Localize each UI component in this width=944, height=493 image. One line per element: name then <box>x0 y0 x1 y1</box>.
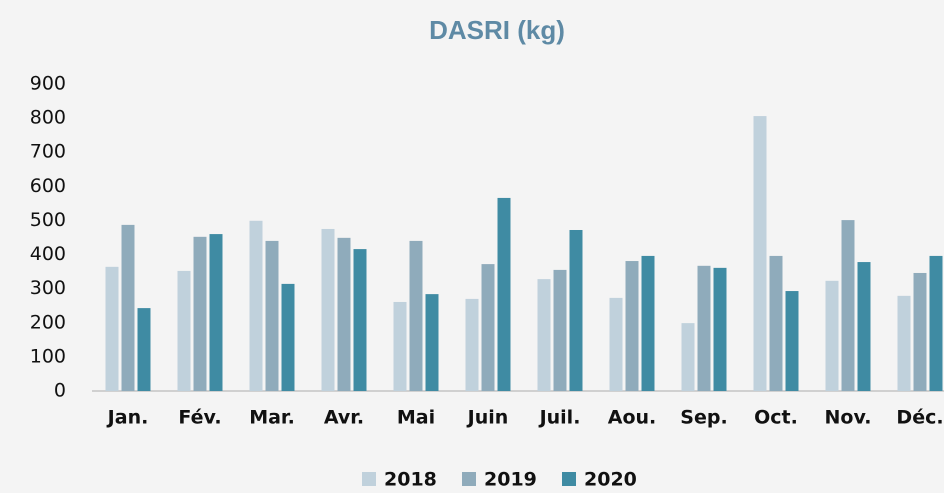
bar <box>753 116 767 391</box>
bar <box>137 308 151 391</box>
x-tick-label: Mar. <box>249 407 295 429</box>
legend-swatch <box>362 472 376 486</box>
bar <box>625 261 639 391</box>
bar <box>825 280 839 391</box>
y-tick-label: 900 <box>30 73 66 95</box>
bar <box>353 249 367 391</box>
legend-label: 2020 <box>584 469 637 491</box>
legend-label: 2018 <box>384 469 437 491</box>
x-tick-label: Fév. <box>178 407 221 429</box>
x-tick-label: Sep. <box>680 407 727 429</box>
y-tick-label: 800 <box>30 107 66 129</box>
bar <box>465 298 479 391</box>
bar <box>785 291 799 391</box>
bar <box>337 237 351 391</box>
bar <box>497 197 511 391</box>
x-tick-label: Jan. <box>106 407 149 429</box>
bar <box>409 240 423 391</box>
x-tick-label: Juin <box>466 407 509 429</box>
y-tick-label: 0 <box>54 380 66 402</box>
bar <box>913 272 927 391</box>
x-tick-label: Oct. <box>754 407 798 429</box>
x-tick-label: Avr. <box>324 407 364 429</box>
y-tick-label: 400 <box>30 243 66 265</box>
x-tick-label: Nov. <box>824 407 871 429</box>
bar <box>281 283 295 391</box>
y-tick-label: 700 <box>30 141 66 163</box>
bar <box>105 266 119 391</box>
bar <box>713 267 727 391</box>
x-tick-label: Déc. <box>896 407 943 429</box>
bar <box>553 269 567 391</box>
bar <box>393 301 407 391</box>
bar <box>209 234 223 391</box>
bar <box>177 270 191 391</box>
bar <box>641 255 655 391</box>
bar <box>897 295 911 391</box>
y-tick-label: 600 <box>30 175 66 197</box>
bar <box>321 228 335 391</box>
x-tick-label: Mai <box>397 407 435 429</box>
x-tick-label: Aou. <box>608 407 657 429</box>
bar <box>193 236 207 391</box>
bar <box>681 323 695 391</box>
chart-title: DASRI (kg) <box>429 15 565 45</box>
y-tick-label: 200 <box>30 311 66 333</box>
bar <box>121 224 135 391</box>
y-tick-label: 300 <box>30 277 66 299</box>
y-tick-label: 500 <box>30 209 66 231</box>
bar <box>249 220 263 391</box>
bar <box>609 297 623 391</box>
bar <box>841 220 855 391</box>
bar <box>425 294 439 391</box>
bar <box>265 240 279 391</box>
bar <box>537 279 551 391</box>
legend-swatch <box>462 472 476 486</box>
bar <box>769 255 783 391</box>
bar <box>929 255 943 391</box>
y-tick-label: 100 <box>30 345 66 367</box>
legend-swatch <box>562 472 576 486</box>
legend-label: 2019 <box>484 469 537 491</box>
x-tick-label: Juil. <box>538 407 581 429</box>
bar <box>569 229 583 391</box>
bar <box>857 262 871 391</box>
bar <box>481 264 495 391</box>
bar <box>697 265 711 391</box>
